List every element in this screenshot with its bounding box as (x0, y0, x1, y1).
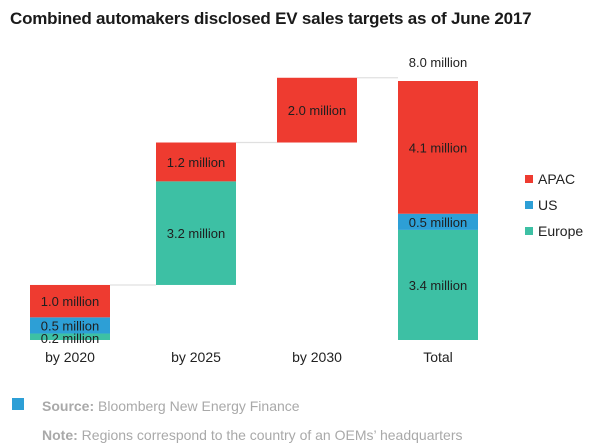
source-text: Bloomberg New Energy Finance (98, 398, 300, 414)
source-line: Source: Bloomberg New Energy Finance (42, 398, 300, 414)
bar-total-europe (398, 229, 478, 340)
bar-total-us (398, 213, 478, 230)
data-label: 3.2 million (167, 226, 226, 241)
data-label: 1.0 million (41, 294, 100, 309)
bar-by-2025-europe (156, 181, 236, 285)
legend-item-us: US (525, 192, 583, 218)
note-label: Note: (42, 427, 78, 443)
bar-by-2020-apac (30, 284, 110, 318)
legend-swatch-apac (525, 175, 533, 183)
bar-by-2030-apac (277, 77, 357, 143)
note-text: Regions correspond to the country of an … (81, 427, 463, 443)
data-label: 2.0 million (288, 103, 347, 118)
bar-by-2020-us (30, 317, 110, 334)
bar-by-2025-apac (156, 142, 236, 182)
legend-swatch-us (525, 201, 533, 209)
legend-swatch-europe (525, 227, 533, 235)
legend-label-europe: Europe (538, 223, 584, 239)
footer-marker (12, 398, 24, 410)
data-label: 4.1 million (409, 140, 468, 155)
note-line: Note: Regions correspond to the country … (42, 427, 462, 443)
legend-item-europe: Europe (525, 218, 583, 244)
data-label: 0.5 million (409, 215, 468, 230)
x-tick-label: by 2025 (171, 349, 221, 365)
legend: APAC US Europe (525, 166, 583, 244)
chart-title: Combined automakers disclosed EV sales t… (10, 9, 532, 28)
source-label: Source: (42, 398, 95, 414)
legend-label-us: US (538, 197, 558, 213)
data-label: 0.5 million (41, 318, 100, 333)
legend-item-apac: APAC (525, 166, 583, 192)
legend-label-apac: APAC (538, 171, 576, 187)
bar-by-2020-europe (30, 333, 110, 340)
total-label: 8.0 million (409, 55, 468, 70)
x-tick-label: by 2020 (45, 349, 95, 365)
data-label: 1.2 million (167, 155, 226, 170)
x-tick-label: by 2030 (292, 349, 342, 365)
x-tick-label: Total (423, 349, 453, 365)
data-label: 3.4 million (409, 278, 468, 293)
data-label: 0.2 million (41, 331, 100, 346)
bar-total-apac (398, 81, 478, 214)
